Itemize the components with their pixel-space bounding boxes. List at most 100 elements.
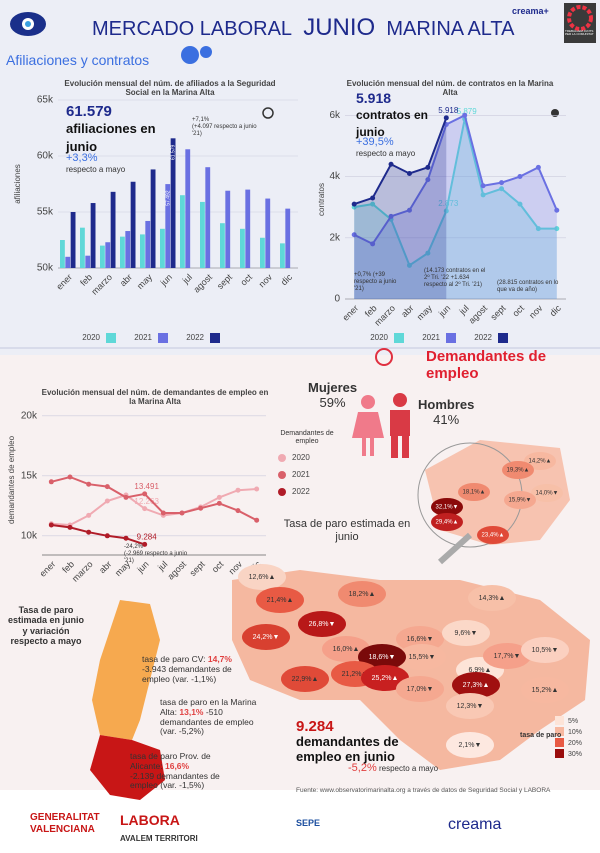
x-tick-label: abr — [118, 272, 134, 288]
point — [67, 524, 73, 530]
point — [216, 500, 222, 506]
chart-title: Evolución mensual del núm. de demandante… — [41, 388, 269, 407]
change: +39,5% respecto a mayo — [356, 136, 426, 158]
rate: 14,7% — [207, 654, 232, 664]
bar — [90, 203, 96, 268]
x-tick-label: dic — [279, 272, 295, 288]
section-title: Demandantes de empleo — [426, 348, 547, 383]
bar — [165, 184, 171, 268]
map-label: 18,2%▲ — [349, 591, 376, 598]
header-right: MARINA ALTA — [386, 18, 515, 40]
map-area — [521, 677, 569, 703]
map-label: 22,9%▲ — [292, 676, 319, 683]
y-tick-label: 50k — [37, 263, 54, 274]
point — [104, 498, 110, 504]
point — [370, 195, 376, 201]
cv-map-north — [92, 600, 160, 740]
inset-area — [524, 452, 556, 470]
map-legend-label: 30% — [568, 751, 582, 758]
note: (14.173 contratos en el 2º Tri. '22 +1.6… — [424, 268, 486, 288]
point — [388, 161, 394, 167]
bar — [245, 189, 251, 268]
bar — [185, 149, 191, 268]
x-tick-label: oct — [239, 272, 255, 288]
map-label: 2,1%▼ — [459, 742, 482, 749]
point — [48, 479, 54, 485]
inset-area — [531, 484, 563, 502]
point — [142, 541, 148, 547]
y-tick-label: 6k — [329, 110, 341, 121]
legend-swatch — [278, 454, 286, 462]
map-label: 25,2%▲ — [372, 675, 399, 682]
users-icon — [262, 107, 274, 119]
women-value: 59% — [319, 394, 346, 410]
people-icon — [200, 46, 212, 58]
change-text: respecto a mayo — [356, 148, 416, 158]
change-value: -5,2% — [348, 762, 377, 774]
x-tick-label: jun — [158, 272, 174, 288]
value-label: 5.918 — [438, 106, 459, 115]
headline-value: 5.918 — [356, 90, 392, 106]
summary-change: -5,2% respecto a mayo — [348, 762, 438, 775]
bar — [225, 190, 231, 268]
x-tick-label: agost — [191, 272, 214, 295]
legend-swatch — [278, 488, 286, 496]
map-legend-swatch — [555, 727, 564, 736]
people-icon — [181, 46, 199, 64]
map-label: 9,6%▼ — [455, 630, 478, 637]
map-label: 12,3%▼ — [457, 703, 484, 710]
inset-label: 14,0%▼ — [536, 491, 559, 497]
point — [480, 183, 486, 189]
yoy-text: (-2.969 respecto a junio '21) — [124, 550, 188, 564]
legend-label: 2021 — [422, 333, 440, 342]
headline: 5.918 contratos en junio — [356, 90, 456, 140]
point — [142, 491, 148, 497]
point — [443, 208, 449, 214]
legend-swatch — [210, 333, 220, 343]
point — [104, 533, 110, 539]
map-label: 27,3%▲ — [463, 682, 490, 689]
point — [388, 213, 394, 219]
point — [142, 506, 148, 512]
women-label: Mujeres — [308, 380, 358, 395]
badge: TREBALLEM JUNTS PER LA COMUNITAT — [565, 29, 594, 37]
map-area — [446, 693, 494, 719]
legend-swatch — [158, 333, 168, 343]
map-label: 24,2%▼ — [253, 634, 280, 641]
bar — [125, 231, 131, 268]
gva1: GENERALITAT — [30, 812, 100, 823]
brand: creama+ — [512, 6, 549, 16]
point — [48, 522, 54, 528]
yoy-text: (+4.097 respecto a junio '21) — [192, 123, 257, 137]
point — [480, 192, 486, 198]
point — [351, 201, 357, 207]
legend-label: 2022 — [474, 333, 492, 342]
point — [517, 174, 523, 180]
map-area — [396, 676, 444, 702]
point — [216, 494, 222, 500]
bar — [110, 191, 116, 268]
header-left: MERCADO LABORAL — [92, 18, 293, 40]
map-area — [452, 672, 500, 698]
summary: 9.284 demandantes de empleo en junio — [296, 718, 406, 765]
section-title: Afiliaciones y contratos — [6, 52, 150, 68]
text: -2.139 demandantes de empleo (var. -1,5%… — [130, 770, 220, 791]
inset-area — [431, 498, 463, 516]
al-text: tasa de paro Prov. de Alicante: 16,6% -2.… — [130, 751, 240, 791]
bar — [285, 208, 291, 268]
rate: 16,6% — [164, 760, 190, 771]
point — [123, 494, 129, 500]
bar — [200, 201, 205, 268]
map-label: 6,9%▲ — [469, 667, 492, 674]
x-tick-label: ener — [54, 272, 74, 292]
area — [354, 115, 557, 299]
note: (28.815 contratos en lo que va de año) — [497, 280, 559, 293]
map-area — [281, 666, 329, 692]
gva2: VALENCIANA — [30, 823, 95, 835]
line — [353, 113, 558, 246]
line — [354, 118, 557, 267]
map-label: 18,6%▼ — [369, 654, 396, 661]
point — [425, 164, 431, 170]
inset-area — [477, 526, 509, 544]
